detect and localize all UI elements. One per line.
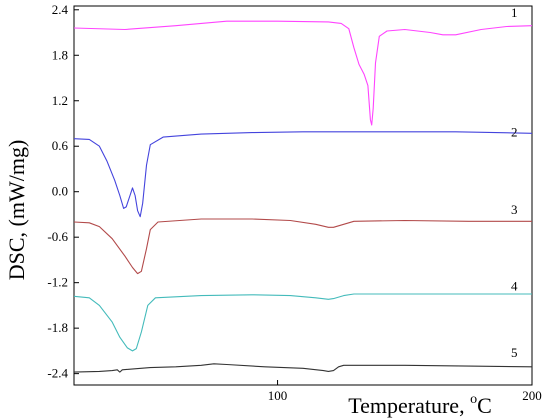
plot-frame: [73, 5, 533, 386]
curve-3: [73, 218, 532, 275]
plot-area: [73, 5, 533, 386]
y-tick-label: 1.2: [52, 93, 68, 108]
y-tick-label: 2.4: [52, 2, 69, 17]
x-axis-title-main: Temperature,: [348, 393, 470, 418]
curve-label-4: 4: [511, 278, 518, 293]
x-axis-title-sup: o: [470, 392, 477, 407]
curve-5: [73, 363, 533, 373]
y-tick-label: -1.2: [47, 275, 68, 290]
y-tick-label: -1.8: [47, 320, 68, 335]
curve-2: [73, 131, 533, 218]
y-axis-title: DSC, (mW/mg): [4, 140, 29, 281]
y-tick-label: -0.6: [47, 229, 68, 244]
y-tick-label: 1.8: [52, 47, 68, 62]
y-tick-label: -2.4: [47, 366, 68, 381]
x-axis: 100 200: [268, 380, 542, 403]
curve-labels: 1 2 3 4 5: [511, 5, 518, 360]
y-axis: 2.4 1.8 1.2 0.6 0.0 -0.6 -1.2 -1.8 -2.4: [47, 2, 79, 381]
curves: [73, 20, 533, 373]
curve-label-5: 5: [511, 345, 518, 360]
curve-label-1: 1: [511, 5, 518, 20]
x-axis-title-unit: C: [477, 393, 492, 418]
y-tick-label: 0.0: [52, 184, 68, 199]
y-tick-label: 0.6: [52, 138, 69, 153]
curve-label-3: 3: [511, 202, 518, 217]
x-axis-title: Temperature, oC: [348, 392, 492, 418]
x-tick-label: 100: [268, 388, 288, 403]
curve-4: [73, 293, 532, 352]
curve-1: [73, 20, 533, 126]
x-tick-label: 200: [522, 388, 542, 403]
curve-label-2: 2: [511, 125, 518, 140]
